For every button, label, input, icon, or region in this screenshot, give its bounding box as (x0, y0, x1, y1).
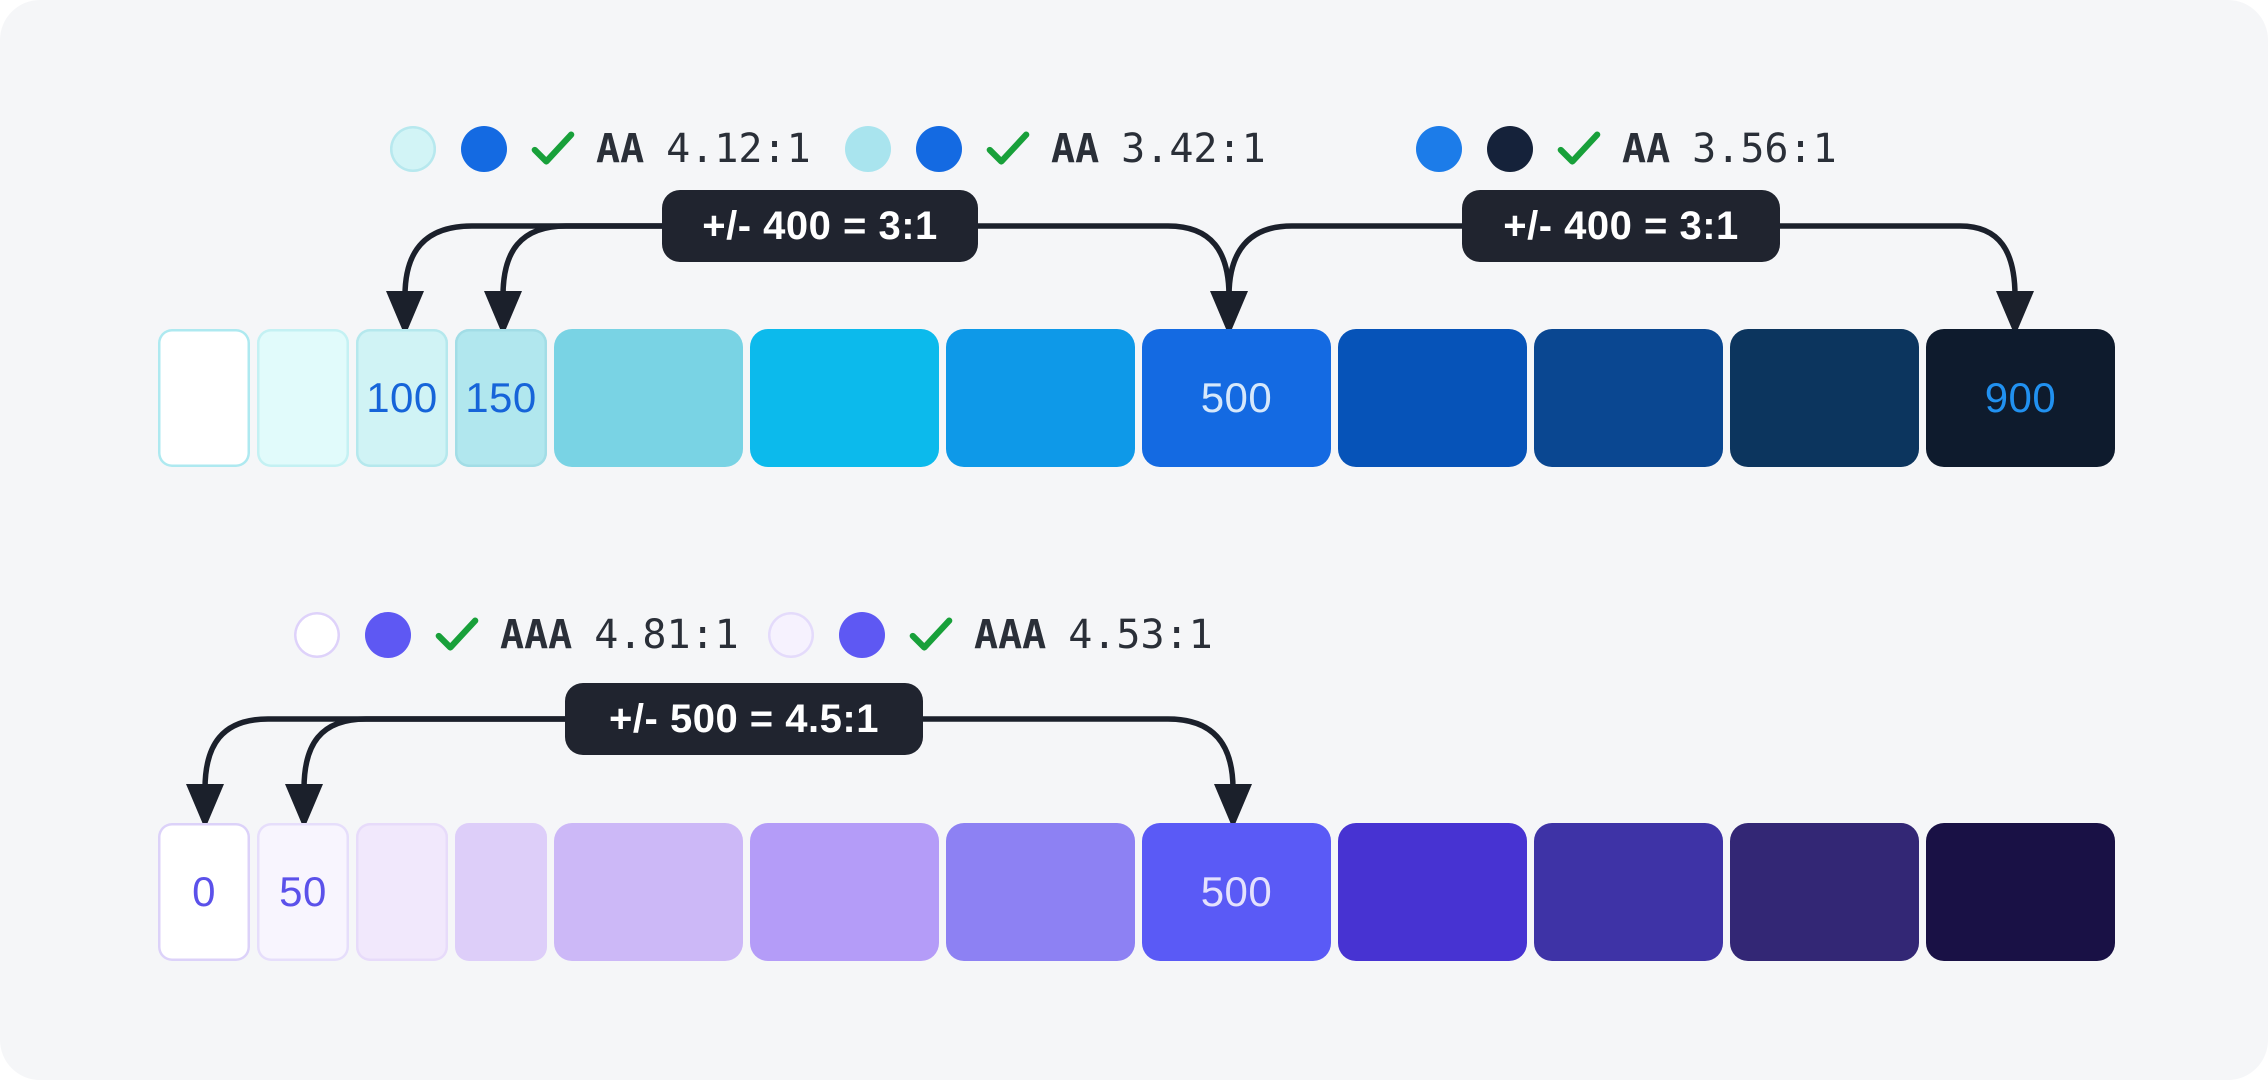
bottom-swatch-8 (1338, 823, 1527, 961)
wcag-level: AA (596, 126, 645, 172)
blue-scale-row: 100 150 500 900 (158, 329, 2115, 467)
contrast-pair-top-1: AA 4.12:1 (390, 126, 811, 172)
contrast-ratio: 3.56:1 (1692, 126, 1837, 172)
bottom-swatch-0: 0 (158, 823, 250, 961)
contrast-ratio: 3.42:1 (1121, 126, 1266, 172)
swatch-step-label: 100 (366, 374, 438, 421)
color-circle-dark (839, 612, 885, 658)
swatch-step-label: 500 (1200, 868, 1273, 915)
color-circle-dark (461, 126, 507, 172)
top-swatch-4 (554, 329, 743, 467)
contrast-pair-bottom-2: AAA 4.53:1 (768, 612, 1213, 658)
bottom-swatch-4 (554, 823, 743, 961)
purple-scale-row: 0 50 500 (158, 823, 2115, 961)
contrast-pair-top-2: AA 3.42:1 (845, 126, 1266, 172)
check-icon (909, 617, 953, 651)
bottom-swatch-6 (946, 823, 1135, 961)
contrast-rule-badge-top-right: +/- 400 = 3:1 (1462, 190, 1780, 262)
top-swatch-10 (1730, 329, 1919, 467)
swatch-step-label: 150 (465, 374, 537, 421)
contrast-rule-badge-bottom: +/- 500 = 4.5:1 (565, 683, 923, 755)
color-circle-light (390, 126, 436, 172)
bottom-swatch-3 (455, 823, 547, 961)
swatch-step-label: 50 (279, 868, 327, 915)
contrast-ratio: 4.53:1 (1068, 612, 1213, 658)
top-swatch-150: 150 (455, 329, 547, 467)
wcag-level: AAA (974, 612, 1047, 658)
bottom-swatch-10 (1730, 823, 1919, 961)
color-circle-light (845, 126, 891, 172)
top-swatch-5 (750, 329, 939, 467)
check-icon (986, 131, 1030, 165)
swatch-step-label: 0 (192, 868, 216, 915)
check-icon (435, 617, 479, 651)
wcag-level: AA (1622, 126, 1671, 172)
check-icon (1557, 131, 1601, 165)
color-circle-dark (916, 126, 962, 172)
arrow-down-icons (186, 291, 2034, 829)
contrast-rule-badge-top-left: +/- 400 = 3:1 (662, 190, 978, 262)
bottom-swatch-50: 50 (257, 823, 349, 961)
swatch-step-label: 500 (1200, 374, 1273, 421)
bottom-swatch-11 (1926, 823, 2115, 961)
contrast-pair-bottom-1: AAA 4.81:1 (294, 612, 739, 658)
contrast-ratio: 4.81:1 (594, 612, 739, 658)
color-circle-dark (365, 612, 411, 658)
top-swatch-900: 900 (1926, 329, 2115, 467)
top-swatch-1 (257, 329, 349, 467)
bottom-swatch-2 (356, 823, 448, 961)
top-swatch-500: 500 (1142, 329, 1331, 467)
top-swatch-6 (946, 329, 1135, 467)
contrast-pair-top-3: AA 3.56:1 (1416, 126, 1837, 172)
top-swatch-8 (1338, 329, 1527, 467)
bottom-swatch-5 (750, 823, 939, 961)
bottom-swatch-500: 500 (1142, 823, 1331, 961)
color-circle-light (1416, 126, 1462, 172)
check-icon (531, 131, 575, 165)
swatch-step-label: 900 (1984, 374, 2057, 421)
color-circle-light (768, 612, 814, 658)
top-swatch-9 (1534, 329, 1723, 467)
top-swatch-0 (158, 329, 250, 467)
wcag-level: AA (1051, 126, 1100, 172)
bottom-swatch-9 (1534, 823, 1723, 961)
color-circle-dark (1487, 126, 1533, 172)
top-swatch-100: 100 (356, 329, 448, 467)
color-circle-light (294, 612, 340, 658)
wcag-level: AAA (500, 612, 573, 658)
contrast-ratio: 4.12:1 (666, 126, 811, 172)
